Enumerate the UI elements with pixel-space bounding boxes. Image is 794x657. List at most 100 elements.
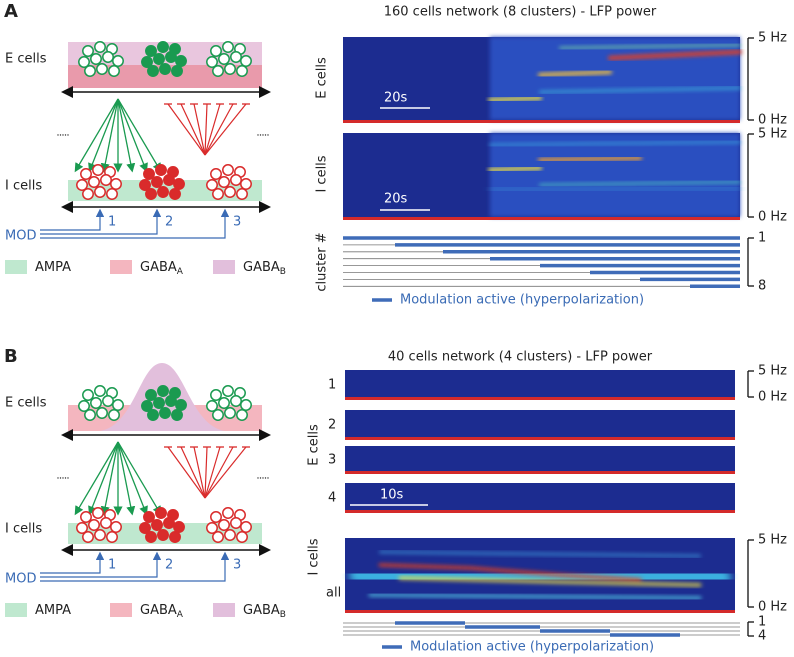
spectrogram-ridges	[349, 551, 731, 600]
legend-text: AMPA	[35, 603, 71, 618]
label: I cells	[5, 522, 42, 537]
ridge	[398, 576, 702, 587]
cell	[78, 400, 90, 412]
label: 0 Hz	[758, 600, 787, 615]
legend-label: GABAB	[243, 603, 286, 620]
cell	[175, 399, 187, 411]
ridge	[608, 50, 742, 60]
dot	[64, 477, 67, 479]
cell	[210, 511, 222, 523]
ridge	[379, 551, 701, 557]
rotated-label: E cells	[315, 57, 330, 99]
cell	[92, 164, 104, 176]
label: 5 Hz	[758, 127, 787, 142]
cell	[151, 519, 163, 531]
title: 40 cells network (4 clusters) - LFP powe…	[388, 350, 653, 365]
legend-sub: B	[280, 610, 286, 620]
cell	[92, 507, 104, 519]
spectrogram-clip-bottom	[345, 610, 735, 613]
cell	[143, 168, 155, 180]
cell	[94, 186, 106, 198]
spectrogram-active	[490, 133, 740, 217]
cell	[169, 188, 181, 200]
label: 3	[233, 558, 241, 573]
cell	[212, 531, 224, 543]
cell	[145, 531, 157, 543]
cell	[175, 55, 187, 67]
cell	[110, 521, 122, 533]
cell	[171, 65, 183, 77]
cell	[222, 164, 234, 176]
label: 1	[108, 558, 116, 573]
cell	[240, 178, 252, 190]
dot	[264, 134, 267, 136]
label: MOD	[5, 229, 36, 244]
rotated-label: E cells	[307, 424, 322, 466]
cell	[157, 385, 169, 397]
ridge	[349, 564, 731, 589]
excitatory-arrow	[74, 441, 119, 516]
spectrogram-active	[490, 37, 740, 120]
cell	[173, 521, 185, 533]
dot	[67, 477, 69, 479]
dot	[259, 477, 262, 479]
cell	[94, 529, 106, 541]
cell	[84, 65, 96, 77]
cell	[102, 51, 114, 63]
gabab-bump	[100, 363, 225, 431]
dot	[62, 134, 64, 136]
cell	[212, 188, 224, 200]
cell	[141, 56, 153, 68]
spectrogram-ridges	[607, 490, 693, 506]
label: 20s	[384, 91, 408, 106]
cell	[240, 55, 252, 67]
dot	[64, 134, 67, 136]
ridge	[488, 96, 542, 102]
cell	[80, 168, 92, 180]
legend-sub: B	[280, 267, 286, 277]
ridge	[559, 44, 741, 49]
cell	[224, 63, 236, 75]
excitatory-arrow	[100, 98, 119, 173]
cell	[141, 400, 153, 412]
label: 2	[328, 418, 336, 433]
inhibitory-line	[204, 446, 234, 499]
dot	[267, 477, 269, 479]
cell	[106, 188, 118, 200]
inhibitory-line	[204, 103, 234, 156]
cell	[236, 531, 248, 543]
label: E cells	[5, 396, 47, 411]
inhibitory-line	[193, 103, 206, 156]
legend-swatch	[213, 603, 235, 617]
excitatory-arrow	[117, 98, 136, 173]
cell	[222, 385, 234, 397]
panel-label: A	[4, 1, 18, 22]
excitatory-arrow	[88, 441, 119, 516]
cell	[139, 522, 151, 534]
legend-text: GABA	[140, 603, 177, 618]
spectrogram-clip-bottom	[345, 397, 735, 400]
dot	[62, 477, 64, 479]
ridge	[368, 593, 702, 600]
cell	[230, 51, 242, 63]
rotated-label: I cells	[315, 155, 330, 192]
cell	[145, 389, 157, 401]
ridge	[489, 187, 741, 191]
label: 2	[165, 215, 173, 230]
ridge	[378, 563, 642, 582]
legend-label: AMPA	[35, 260, 71, 275]
label: 8	[758, 279, 766, 294]
cell	[230, 174, 242, 186]
cell	[100, 174, 112, 186]
inhibitory-line	[180, 103, 206, 156]
ridge	[539, 87, 741, 93]
cell	[218, 176, 230, 188]
dot	[59, 477, 62, 479]
cell	[155, 164, 167, 176]
cell	[159, 63, 171, 75]
cell	[173, 178, 185, 190]
inhibitory-line	[204, 446, 208, 499]
cell	[222, 507, 234, 519]
cell	[147, 409, 159, 421]
